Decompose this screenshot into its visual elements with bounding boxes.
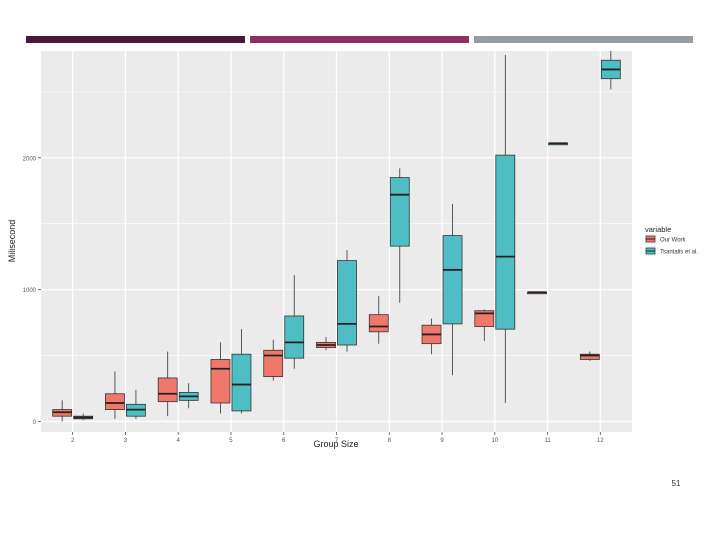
box-tsantalis-4 (178, 383, 199, 409)
boxes-layer (52, 51, 621, 422)
iqr-box (389, 177, 410, 247)
iqr-box (442, 235, 463, 325)
box-our-work-11 (527, 291, 547, 295)
x-axis-title: Group Size (313, 439, 358, 449)
header-stripe-2 (250, 36, 469, 43)
grid-lines (41, 51, 632, 432)
box-tsantalis-6 (284, 275, 305, 369)
box-tsantalis-3 (126, 389, 146, 419)
box-our-work-4 (157, 351, 178, 417)
iqr-box (105, 393, 125, 410)
header-stripe-3 (474, 36, 693, 43)
box-our-work-9 (421, 318, 442, 355)
legend-item-our-work: Our Work (645, 234, 687, 244)
iqr-box (474, 310, 495, 327)
slide-number: 51 (671, 479, 681, 488)
x-tick-label: 5 (229, 438, 233, 444)
iqr-box (284, 315, 305, 359)
legend-item-tsantalis: Tsantalis et al. (645, 246, 698, 256)
box-tsantalis-9 (442, 203, 463, 376)
box-our-work-12 (579, 351, 600, 361)
header-stripe-1 (26, 36, 245, 43)
box-our-work-10 (474, 309, 495, 342)
x-tick-label: 10 (491, 438, 498, 444)
y-tick-label: 2000 (23, 156, 37, 162)
y-tick-label: 0 (33, 420, 37, 426)
box-tsantalis-2 (73, 413, 94, 421)
box-tsantalis-11 (548, 142, 568, 146)
x-tick-label: 8 (388, 438, 392, 444)
box-tsantalis-10 (495, 54, 516, 403)
x-tick-label: 12 (597, 438, 604, 444)
y-axis-title: Milisecond (7, 220, 17, 263)
x-tick-label: 11 (544, 438, 551, 444)
x-tick-label: 9 (440, 438, 444, 444)
legend-label: Our Work (660, 238, 687, 244)
iqr-box (231, 353, 252, 412)
box-our-work-6 (263, 339, 284, 381)
legend-label: Tsantalis et al. (660, 250, 698, 256)
legend: variable Our Work Tsantalis et al. (645, 225, 698, 256)
x-tick-label: 6 (282, 438, 286, 444)
iqr-box (337, 260, 357, 346)
x-tick-label: 4 (177, 438, 181, 444)
x-tick-label: 7 (335, 438, 339, 444)
iqr-box (263, 349, 284, 378)
iqr-box (157, 377, 178, 403)
iqr-box (579, 353, 600, 360)
iqr-box (495, 154, 516, 330)
box-tsantalis-12 (600, 51, 621, 90)
box-our-work-2 (52, 400, 73, 422)
iqr-box (368, 314, 389, 333)
box-tsantalis-5 (231, 329, 252, 414)
x-tick-label: 2 (71, 438, 75, 444)
box-tsantalis-7 (337, 250, 357, 352)
box-tsantalis-8 (389, 168, 410, 303)
box-our-work-7 (316, 337, 336, 351)
iqr-box (210, 359, 231, 404)
x-tick-label: 3 (124, 438, 128, 444)
legend-title: variable (645, 225, 671, 234)
y-tick-label: 1000 (23, 288, 37, 294)
box-our-work-8 (368, 296, 389, 344)
box-our-work-3 (105, 371, 125, 419)
axis-layer: 0 1000 2000 2 3 4 5 6 7 8 9 10 11 12 (23, 156, 605, 444)
box-our-work-5 (210, 342, 231, 414)
